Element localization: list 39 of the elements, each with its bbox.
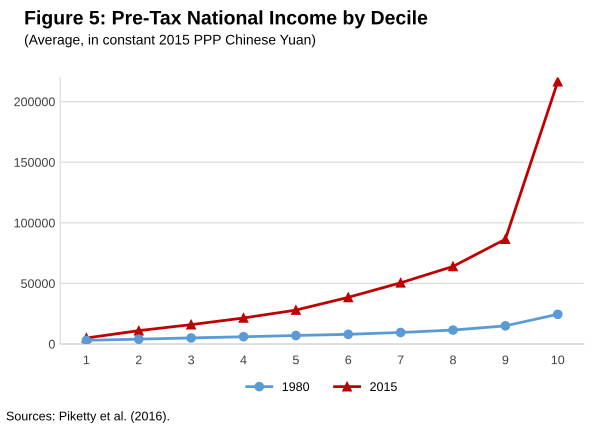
point	[134, 326, 144, 336]
point	[448, 325, 458, 335]
point	[186, 333, 196, 343]
legend-label: 2015	[370, 382, 397, 392]
x-tick-label: 8	[450, 355, 456, 364]
x-tick-label: 1	[84, 356, 90, 364]
point	[238, 313, 248, 323]
x-tick-label: 2	[136, 355, 142, 364]
y-tick-label: 200000	[14, 97, 55, 106]
point	[343, 292, 354, 302]
y-tick-label: 50000	[21, 279, 55, 288]
x-tick-label: 6	[345, 355, 352, 364]
chart-title: Figure 5: Pre-Tax National Income by Decile	[25, 10, 428, 28]
x-tick-label: 9	[502, 355, 508, 364]
point	[82, 336, 92, 344]
point	[343, 329, 354, 340]
x-tick-label: 3	[188, 355, 194, 364]
point	[186, 320, 196, 330]
point	[134, 334, 144, 344]
point	[500, 234, 510, 244]
source-note: Sources: Piketty et al. (2016).	[6, 411, 169, 423]
point	[552, 309, 563, 320]
point	[552, 77, 563, 87]
x-tick-label: 5	[292, 356, 299, 364]
point	[396, 278, 406, 288]
point	[396, 328, 406, 338]
point	[291, 330, 301, 340]
point	[448, 262, 458, 272]
point	[500, 320, 510, 331]
x-tick-label: 4	[240, 356, 247, 364]
y-tick-label: 0	[48, 340, 55, 349]
x-tick-label: 7	[398, 356, 404, 364]
legend-label: 1980	[282, 382, 310, 392]
point	[291, 305, 301, 315]
chart-subtitle: (Average, in constant 2015 PPP Chinese Yuan)	[24, 34, 316, 48]
x-tick-label: 10	[552, 355, 564, 364]
y-tick-label: 100000	[14, 218, 55, 228]
y-tick-label: 150000	[14, 158, 55, 167]
point	[238, 332, 248, 342]
